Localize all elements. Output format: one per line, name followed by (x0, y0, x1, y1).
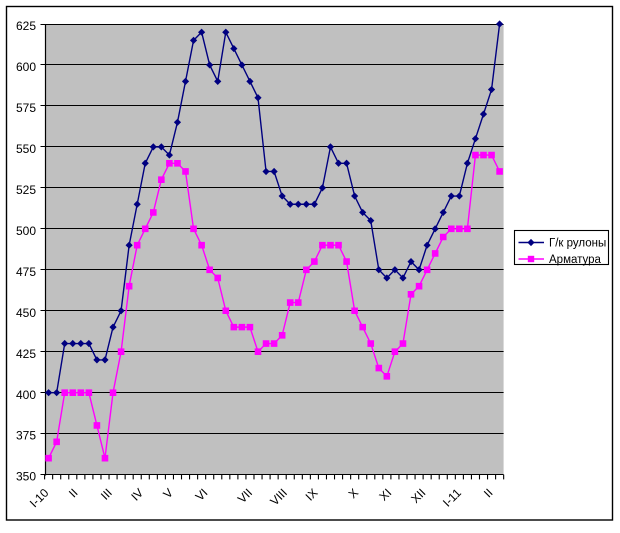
svg-text:350: 350 (16, 470, 36, 484)
svg-text:575: 575 (16, 101, 36, 115)
svg-text:625: 625 (16, 19, 36, 33)
svg-text:Арматура: Арматура (549, 254, 602, 266)
svg-text:Г/к рулоны: Г/к рулоны (549, 238, 606, 250)
svg-text:525: 525 (16, 183, 36, 197)
svg-text:375: 375 (16, 429, 36, 443)
svg-text:500: 500 (16, 224, 36, 238)
svg-text:450: 450 (16, 306, 36, 320)
svg-text:475: 475 (16, 265, 36, 279)
svg-text:400: 400 (16, 388, 36, 402)
svg-text:550: 550 (16, 142, 36, 156)
svg-text:600: 600 (16, 60, 36, 74)
svg-text:425: 425 (16, 347, 36, 361)
